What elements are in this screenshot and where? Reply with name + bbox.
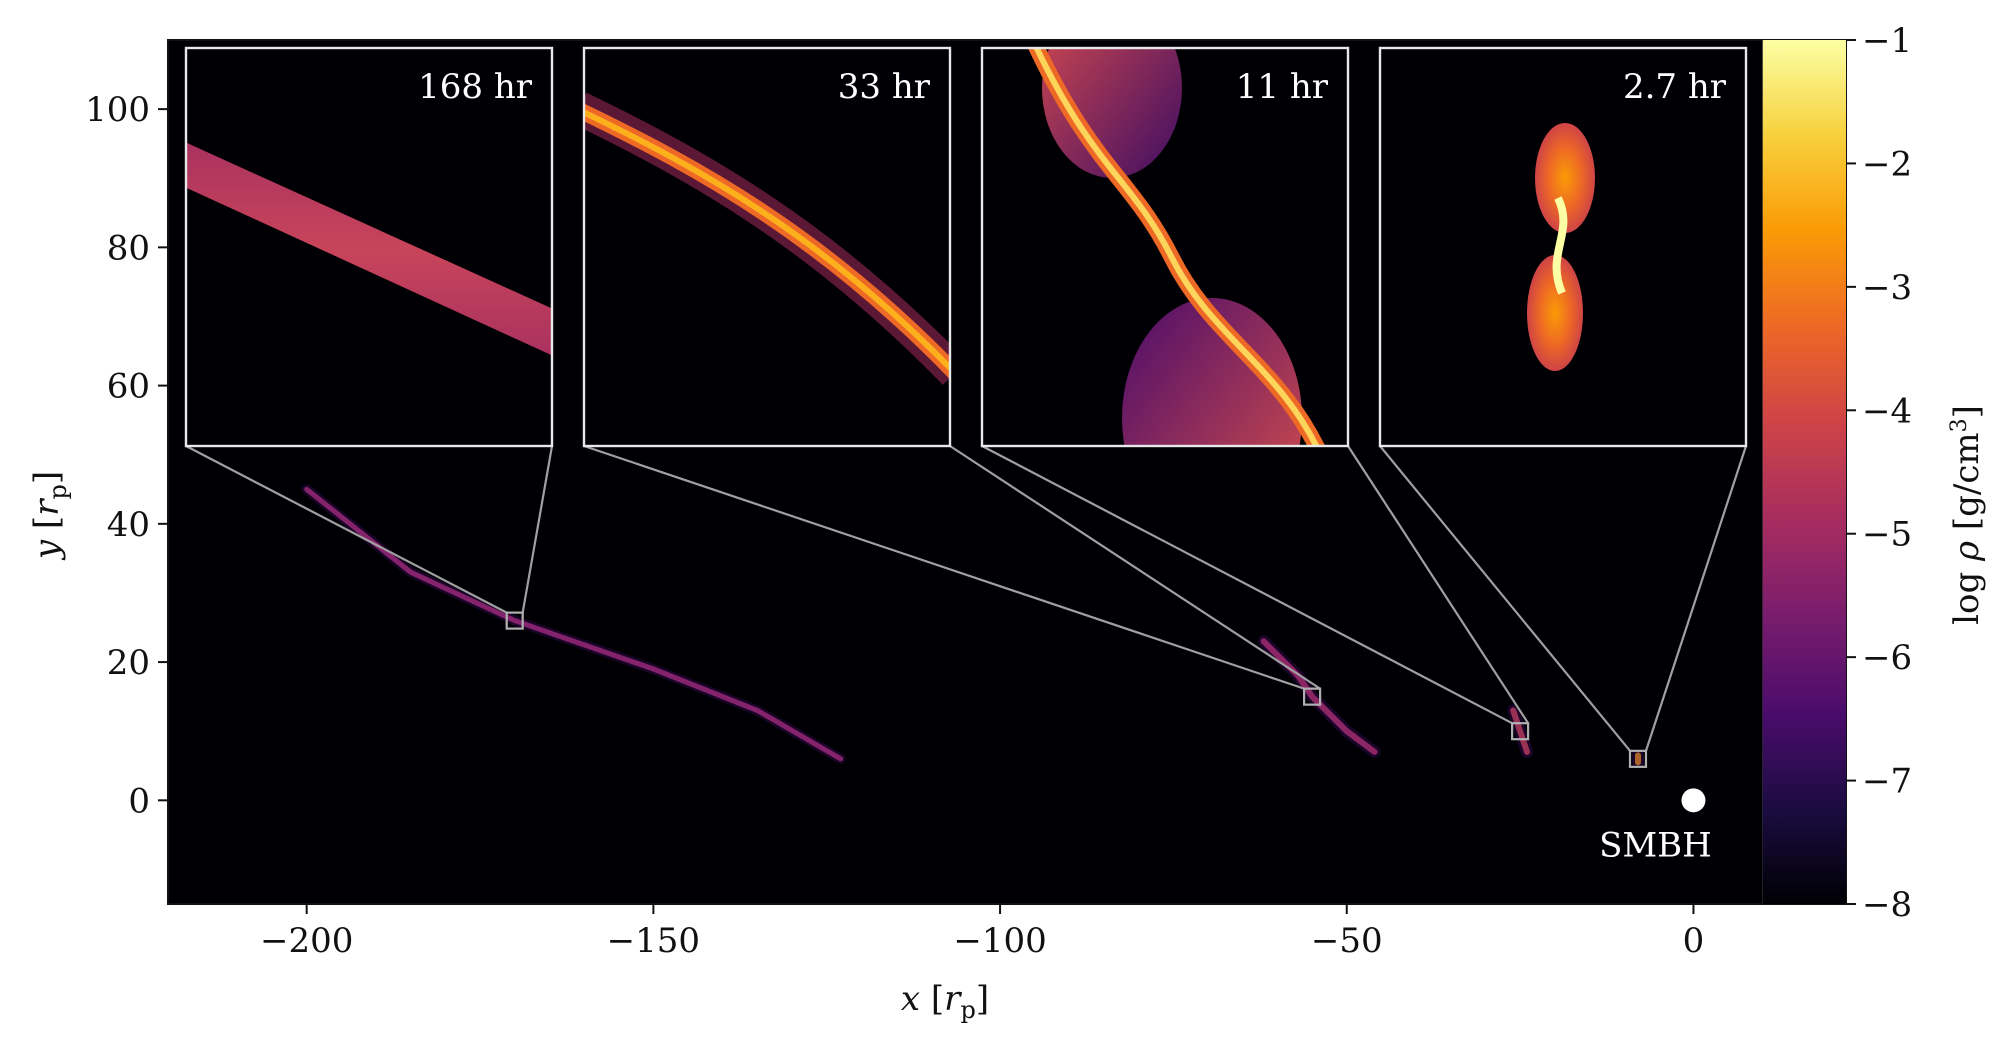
colorbar-tick-label: −8	[1862, 885, 1912, 925]
colorbar-tick-label: −6	[1862, 638, 1912, 678]
colorbar-strip	[1762, 40, 1846, 904]
inset-density	[186, 142, 552, 356]
inset-frame	[1378, 46, 1748, 448]
inset-time-label: 11 hr	[1236, 67, 1329, 107]
smbh-label: SMBH	[1599, 825, 1712, 865]
zoom-box	[1302, 687, 1322, 706]
inset-connector-line	[1644, 445, 1748, 752]
zoom-box	[505, 611, 524, 630]
inset-connector-line	[583, 444, 1305, 690]
density-lobe	[1527, 255, 1583, 371]
colorbar-label: log ρ [g/cm3]	[1947, 405, 1987, 625]
inset-connector-line	[185, 445, 508, 614]
inset-connector-line	[1347, 445, 1530, 724]
y-tick-label: 0	[128, 781, 150, 821]
inset-background	[584, 48, 950, 446]
inset-time-label: 168 hr	[418, 67, 533, 107]
colorbar: −1 −2 −3 −4 −5 −6 −7 −8	[1762, 21, 1912, 925]
x-tick-label: −200	[260, 921, 353, 961]
density-stream-core	[584, 109, 950, 373]
x-axis-label: x [rp]	[901, 979, 989, 1024]
density-stream-core	[1033, 48, 1320, 446]
density-lobe	[1122, 298, 1302, 446]
y-tick-label: 20	[107, 643, 150, 683]
colorbar-tick-label: −5	[1862, 515, 1912, 555]
inset-connector-line	[1379, 445, 1631, 752]
inset-panel: 2.7 hr	[1378, 46, 1748, 768]
zoom-box	[1511, 722, 1530, 741]
debris-stream-halo	[1257, 635, 1381, 758]
x-tick-label: −150	[607, 921, 700, 961]
x-tick-label: 0	[1683, 921, 1705, 961]
inset-density	[584, 92, 950, 385]
density-stream-core	[1552, 196, 1568, 295]
zoom-box	[1628, 749, 1648, 768]
smbh-marker	[1681, 788, 1706, 813]
inset-density	[1027, 48, 1326, 446]
density-lobe	[1042, 48, 1182, 178]
colorbar-tick-label: −3	[1862, 268, 1912, 308]
inset-panel: 33 hr	[582, 46, 1322, 706]
debris-stream-halo	[1507, 704, 1533, 758]
debris-stream	[1510, 707, 1530, 755]
density-band	[186, 142, 552, 356]
y-tick-label: 60	[107, 367, 150, 407]
inset-panel: 11 hr	[980, 46, 1530, 741]
y-tick-label: 100	[85, 90, 150, 130]
inset-connector-line	[981, 445, 1513, 725]
inset-connector-line	[521, 445, 554, 613]
inset-frame	[980, 46, 1350, 448]
inset-frame	[582, 46, 952, 448]
colorbar-tick-label: −7	[1862, 762, 1912, 802]
x-tick-label: −50	[1311, 921, 1383, 961]
inset-frame	[184, 46, 554, 448]
debris-stream	[1260, 638, 1378, 755]
inset-connector-line	[949, 445, 1321, 690]
debris-stream	[304, 486, 844, 762]
density-lobe	[1535, 123, 1595, 233]
y-axis-label: y [rp]	[27, 471, 72, 561]
debris-stream-halo	[301, 484, 846, 764]
y-tick-label: 80	[107, 228, 150, 268]
inset-time-label: 2.7 hr	[1623, 67, 1727, 107]
inset-panels: 168 hr 33 hr 11 hr 2.7 hr	[184, 46, 1748, 768]
colorbar-tick-label: −2	[1862, 144, 1912, 184]
x-tick-label: −100	[953, 921, 1046, 961]
colorbar-tick-label: −4	[1862, 391, 1912, 431]
inset-time-label: 33 hr	[838, 67, 931, 107]
inset-density	[1527, 123, 1595, 371]
y-tick-label: 40	[107, 505, 150, 545]
colorbar-tick-label: −1	[1862, 21, 1912, 61]
inset-panel: 168 hr	[184, 46, 554, 630]
